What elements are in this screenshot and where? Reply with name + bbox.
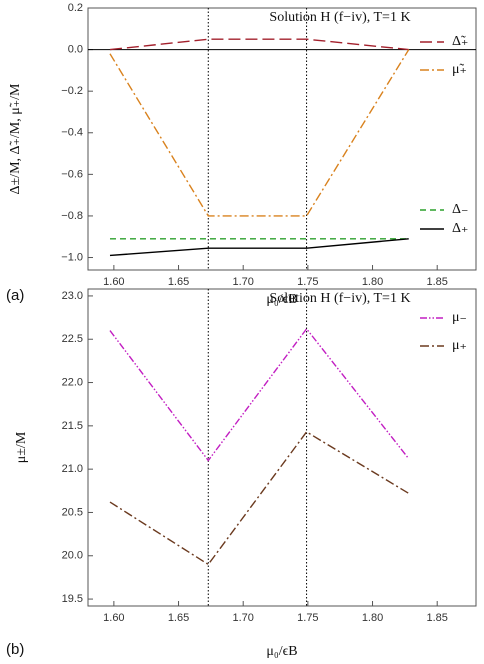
- line-series: [109, 38, 409, 51]
- y-tick-label: 22.0: [62, 376, 83, 388]
- y-tick-label: −0.2: [61, 85, 83, 97]
- x-tick-label: 1.75: [297, 612, 318, 624]
- chart-title: Solution H (f−iv), T=1 K: [269, 291, 410, 306]
- legend-label: Δ̃₊: [452, 34, 468, 49]
- x-axis-label: μ₀/ϵB: [266, 292, 297, 307]
- x-tick-label: 1.60: [103, 612, 124, 624]
- legend-label: μ₋: [452, 310, 467, 325]
- y-tick-label: 23.0: [62, 290, 83, 302]
- line-series: [109, 327, 410, 462]
- y-tick-label: −0.6: [61, 168, 83, 180]
- y-tick-label: 0.2: [68, 2, 83, 14]
- line-series: [109, 430, 410, 566]
- y-tick-label: −0.8: [61, 210, 83, 222]
- x-tick-label: 1.65: [168, 612, 189, 624]
- panel-label: (a): [6, 287, 24, 304]
- x-tick-label: 1.85: [426, 612, 447, 624]
- legend-label: μ̃₊: [452, 62, 467, 77]
- x-axis-label: μ₀/ϵB: [266, 644, 297, 659]
- panel-label: (b): [6, 641, 24, 658]
- x-tick-label: 1.85: [426, 276, 447, 288]
- y-tick-label: 19.5: [62, 593, 83, 605]
- y-axis-label: μ±/M: [14, 431, 29, 463]
- legend-label: Δ₋: [452, 202, 468, 217]
- line-series: [109, 49, 410, 217]
- legend-label: μ₊: [452, 338, 467, 353]
- x-tick-label: 1.80: [362, 276, 383, 288]
- y-axis-label: Δ±/M, Δ̃₊/M, μ̃₊/M: [8, 83, 23, 195]
- y-tick-label: 21.0: [62, 463, 83, 475]
- y-tick-label: 20.5: [62, 506, 83, 518]
- y-tick-label: −0.4: [61, 127, 83, 139]
- x-tick-label: 1.70: [232, 612, 253, 624]
- x-tick-label: 1.75: [297, 276, 318, 288]
- chart-title: Solution H (f−iv), T=1 K: [269, 10, 410, 25]
- y-tick-label: −1.0: [61, 251, 83, 263]
- plot-frame: [87, 288, 477, 607]
- y-tick-label: 21.5: [62, 420, 83, 432]
- y-tick-label: 20.0: [62, 550, 83, 562]
- x-tick-label: 1.60: [103, 276, 124, 288]
- y-tick-label: 0.0: [68, 43, 83, 55]
- legend-label: Δ₊: [452, 221, 468, 236]
- plot-frame: [87, 7, 477, 271]
- line-series: [109, 238, 409, 257]
- x-tick-label: 1.80: [362, 612, 383, 624]
- y-tick-label: 22.5: [62, 333, 83, 345]
- x-tick-label: 1.65: [168, 276, 189, 288]
- x-tick-label: 1.70: [232, 276, 253, 288]
